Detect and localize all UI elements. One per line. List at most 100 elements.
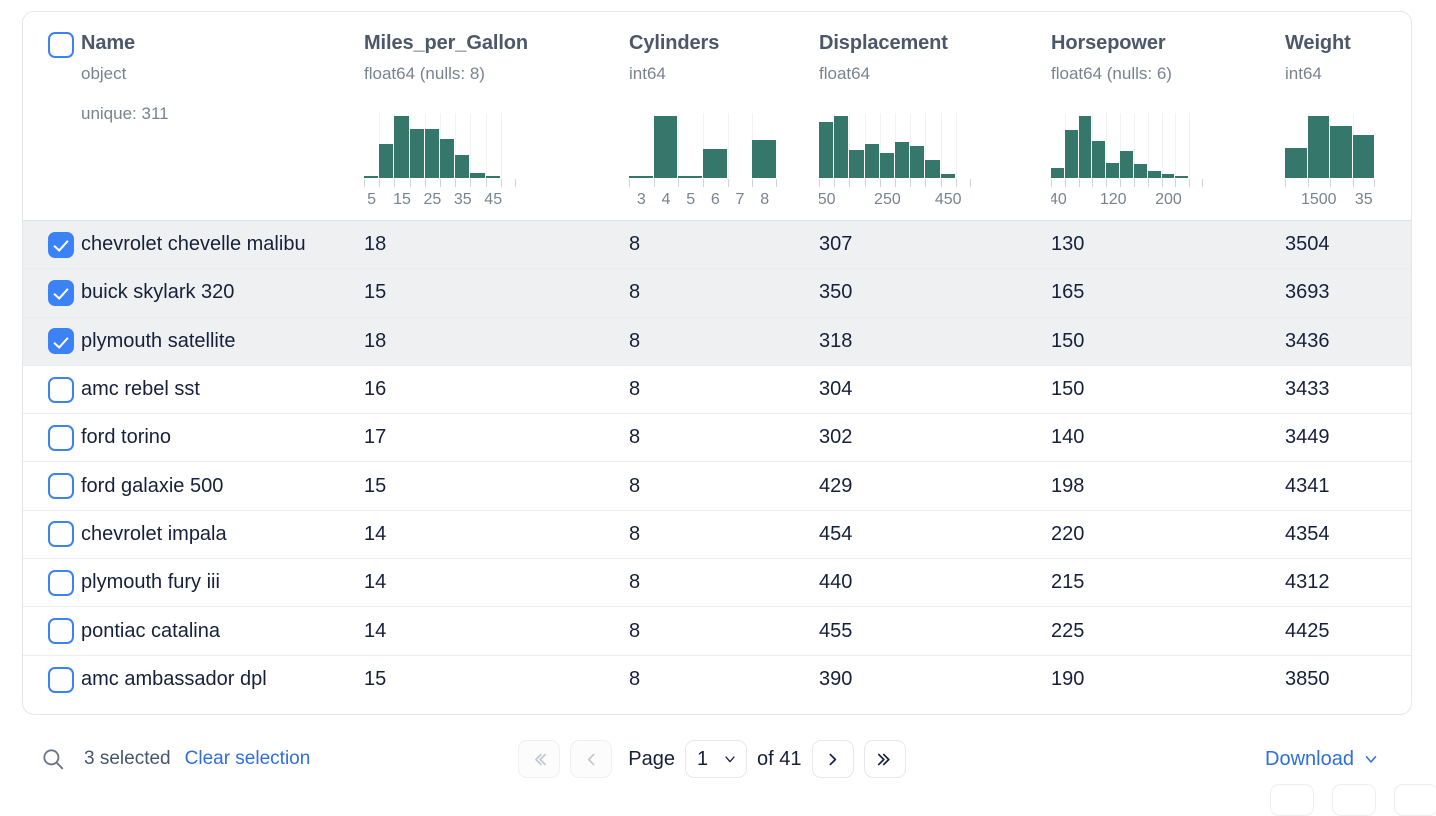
table-row[interactable]: chevrolet chevelle malibu 18 8 307 130 3504 — [23, 221, 1411, 270]
axis-tick-label: 25 — [423, 191, 442, 208]
cell-cylinders: 8 — [629, 281, 641, 304]
table-row[interactable]: amc rebel sst 16 8 304 150 3433 — [23, 366, 1411, 415]
first-page-button[interactable] — [518, 740, 561, 778]
axis-tick-label: 15 — [393, 191, 411, 208]
cell-cylinders: 8 — [629, 571, 641, 594]
table-row[interactable]: ford torino 17 8 302 140 3449 — [23, 414, 1411, 463]
last-page-button[interactable] — [863, 740, 906, 778]
axis-tick — [752, 179, 754, 187]
row-select-cell — [23, 569, 81, 596]
histogram-gridline — [470, 113, 472, 178]
axis-tick — [1120, 179, 1122, 187]
row-select-checkbox[interactable] — [48, 376, 74, 403]
table-row[interactable]: pontiac catalina 14 8 455 225 4425 — [23, 607, 1411, 656]
row-select-checkbox[interactable] — [48, 424, 74, 451]
histogram-bar — [1120, 151, 1133, 178]
axis-tick-label: 40 — [1051, 191, 1067, 208]
table-row[interactable]: ford galaxie 500 15 8 429 198 4341 — [23, 462, 1411, 511]
row-select-checkbox[interactable] — [48, 279, 74, 306]
cell-weight: 4341 — [1285, 474, 1330, 497]
cell-cylinders: 8 — [629, 329, 641, 352]
axis-tick — [1352, 179, 1354, 187]
row-select-cell — [23, 328, 81, 355]
cell-name: ford torino — [81, 426, 172, 449]
column-title: Horsepower — [1051, 32, 1166, 54]
axis-tick-label: 50 — [819, 191, 836, 208]
cell-horsepower: 198 — [1051, 474, 1085, 497]
column-title: Displacement — [819, 32, 948, 54]
cell-displacement: 307 — [819, 233, 853, 256]
histogram-bar — [1352, 135, 1374, 178]
table-row[interactable]: amc ambassador dpl 15 8 390 190 3850 — [23, 656, 1411, 704]
table-row[interactable]: buick skylark 320 15 8 350 165 3693 — [23, 269, 1411, 318]
row-select-checkbox[interactable] — [48, 666, 74, 693]
table-row[interactable]: plymouth satellite 18 8 318 150 3436 — [23, 317, 1411, 366]
row-select-cell — [23, 666, 81, 693]
pagination-controls: Page 1 of 41 — [518, 740, 906, 778]
histogram-gridline — [703, 113, 704, 178]
row-select-checkbox[interactable] — [48, 569, 74, 596]
row-select-checkbox[interactable] — [48, 473, 74, 500]
row-select-checkbox[interactable] — [48, 328, 74, 355]
column-header-weight[interactable]: Weight int64 1500 35 — [1285, 12, 1411, 220]
histogram-bar — [1133, 164, 1147, 178]
axis-tick — [409, 179, 411, 187]
cell-mpg: 18 — [364, 233, 387, 256]
cell-displacement: 455 — [819, 619, 853, 642]
cell-name: ford galaxie 500 — [81, 474, 224, 497]
table-row[interactable]: plymouth fury iii 14 8 440 215 4312 — [23, 559, 1411, 608]
page-number-select[interactable]: 1 — [685, 740, 748, 778]
cell-mpg: 18 — [364, 329, 387, 352]
histogram-bar — [629, 176, 653, 178]
table-row[interactable]: chevrolet impala 14 8 454 220 4354 — [23, 511, 1411, 560]
total-pages-label: of 41 — [757, 747, 802, 770]
table-footer: 3 selected Clear selection Page 1 — [22, 726, 1412, 792]
axis-tick-label: 1500 — [1300, 191, 1337, 208]
cell-cylinders: 8 — [629, 668, 641, 691]
search-icon[interactable] — [36, 742, 70, 776]
cell-mpg: 14 — [364, 571, 387, 594]
cell-weight: 3433 — [1285, 378, 1330, 401]
cell-horsepower: 190 — [1051, 668, 1085, 691]
data-table-page: Name object unique: 311 Miles_per_Gallon… — [0, 0, 1436, 792]
column-header-displacement[interactable]: Displacement float64 50 250 450 — [819, 12, 1051, 220]
selected-count-label: 3 selected — [84, 748, 171, 769]
cell-name: plymouth fury iii — [81, 571, 220, 594]
header-select-all-cell — [23, 12, 81, 220]
axis-tick — [727, 179, 729, 187]
cell-displacement: 304 — [819, 378, 853, 401]
row-select-checkbox[interactable] — [48, 618, 74, 645]
axis-tick-label: 5 — [367, 191, 377, 208]
cell-displacement: 318 — [819, 329, 853, 352]
clear-selection-link[interactable]: Clear selection — [184, 748, 311, 769]
histogram-gridline — [1106, 113, 1108, 178]
column-header-name[interactable]: Name object unique: 311 — [81, 12, 364, 220]
download-button[interactable]: Download — [1265, 748, 1412, 771]
histogram-bar — [819, 122, 834, 178]
row-select-checkbox[interactable] — [48, 231, 74, 258]
axis-tick — [1175, 179, 1177, 187]
histogram-bar — [470, 173, 485, 178]
row-select-cell — [23, 521, 81, 548]
chevron-left-icon — [587, 753, 595, 765]
column-unique-count: unique: 311 — [81, 104, 169, 123]
row-select-cell — [23, 618, 81, 645]
row-select-checkbox[interactable] — [48, 521, 74, 548]
select-all-checkbox[interactable] — [48, 32, 74, 58]
column-header-miles-per-gallon[interactable]: Miles_per_Gallon float64 (nulls: 8) 5 15 2… — [364, 12, 629, 220]
axis-tick — [970, 179, 971, 187]
cell-mpg: 14 — [364, 522, 387, 545]
next-page-button[interactable] — [811, 740, 854, 778]
axis-tick-label: 7 — [735, 191, 745, 208]
axis-tick — [629, 179, 630, 187]
histogram-bar — [379, 144, 394, 178]
axis-tick — [678, 179, 680, 187]
table-header-row: Name object unique: 311 Miles_per_Gallon… — [23, 12, 1411, 221]
column-dtype: int64 — [1285, 64, 1322, 83]
histogram-bar — [834, 116, 849, 178]
column-header-horsepower[interactable]: Horsepower float64 (nulls: 6) 40 120 200 — [1051, 12, 1285, 220]
previous-page-button[interactable] — [570, 740, 613, 778]
histogram-bar — [1285, 148, 1307, 178]
